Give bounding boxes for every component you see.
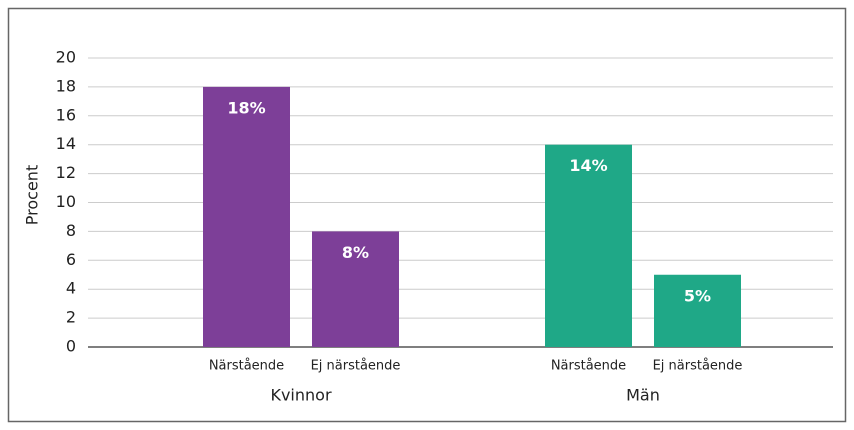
y-tick-label: 2 [66,308,76,327]
y-tick-label: 18 [56,76,76,95]
y-tick-label: 20 [56,48,76,67]
value-label: 14% [569,156,607,175]
y-tick-label: 14 [56,134,76,153]
y-tick-label: 4 [66,279,76,298]
x-tick-label: Ej närstående [653,359,743,374]
value-label: 5% [684,286,711,305]
y-tick-label: 6 [66,250,76,269]
bar [654,274,741,347]
value-label: 8% [342,243,369,262]
x-tick-label: Ej närstående [311,359,401,374]
y-tick-label: 10 [56,192,76,211]
bar [545,144,632,347]
bar [203,86,290,348]
bar [312,231,399,347]
y-tick-label: 8 [66,221,76,240]
y-tick-label: 16 [56,105,76,124]
y-axis-label: Procent [23,165,42,225]
y-tick-label: 0 [66,337,76,356]
x-tick-label: Närstående [209,359,284,374]
value-label: 18% [227,98,265,117]
group-label: Män [626,386,660,405]
frame [7,7,847,423]
y-tick-label: 12 [56,163,76,182]
x-tick-label: Närstående [551,359,626,374]
group-label: Kvinnor [270,386,331,405]
